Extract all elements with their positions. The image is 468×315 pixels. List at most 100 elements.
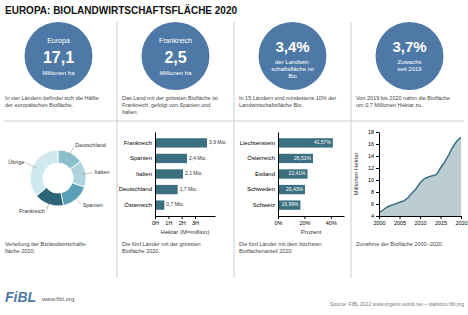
tick: 4 <box>371 213 379 219</box>
kpi-description: In 15 Ländern sind mindestens 10% derLan… <box>239 95 336 108</box>
tick: Deutschland <box>119 186 152 192</box>
tick-label: 10 <box>368 177 374 183</box>
kpi-sub-line: schaftsfläche ist <box>271 66 314 72</box>
tick-mark <box>376 216 379 217</box>
tick-label: Schweden <box>247 186 275 192</box>
kpi: Europa17,1Millionen ha <box>25 22 93 90</box>
axis-line <box>155 133 156 217</box>
kpi-description-line: Das Land mit der grössten Biofläche ist <box>122 95 218 101</box>
tick-mark <box>182 216 183 219</box>
tick-label: Italien <box>136 171 152 177</box>
tick-mark <box>376 204 379 205</box>
data-label: 2,4 Mio. <box>189 155 207 161</box>
kpi-description: Das Land mit der grössten Biofläche istF… <box>122 95 218 115</box>
bars <box>278 138 333 210</box>
data-label: 20,43% <box>286 186 304 192</box>
kpi-sub-line: Millionen ha <box>42 70 75 76</box>
caption-line: Die fünf Länder mit dem höchsten <box>239 241 322 247</box>
bar <box>155 154 187 163</box>
axis-line <box>279 216 345 217</box>
caption-line: fläche 2020. <box>5 248 35 254</box>
tick: 3H <box>192 216 199 226</box>
tick-label: 20% <box>299 220 310 226</box>
caption: Die fünf Länder mit der grösstenBiofläch… <box>122 241 201 254</box>
tick-mark <box>168 216 169 219</box>
kpi-sub-line: seit 2019 <box>397 66 422 72</box>
kpi-sub: der Landwirt-schaftsfläche istBio <box>271 59 314 79</box>
caption-line: Verteilung der Biolandwirtschafts- <box>5 241 87 247</box>
tick: 18 <box>368 129 379 135</box>
data-label: 26,51% <box>294 155 312 161</box>
leader-line <box>26 163 36 168</box>
kpi-sub-line: Zuwachs <box>397 59 421 65</box>
data-label: 16,99% <box>281 201 299 207</box>
tick: Liechtenstein <box>240 140 275 146</box>
kpi-value: 17,1 <box>43 49 74 66</box>
tick: 14 <box>368 153 379 159</box>
tick: Frankreich <box>124 140 152 146</box>
kpi-sub-line: der Landwirt- <box>275 59 310 65</box>
tick-label: 16 <box>368 141 374 147</box>
kpi-sub-line: Bio <box>288 73 297 79</box>
tick: 2H <box>179 216 186 226</box>
data-label: 2,1 Mio. <box>185 170 203 176</box>
kpi-description-line: Italien. <box>122 109 139 115</box>
axis-line <box>278 133 279 217</box>
tick-mark <box>461 216 462 219</box>
kpi-circle <box>259 22 327 90</box>
tick: 8 <box>371 189 379 195</box>
caption-line: Zunahme der Biofläche 2000–2020. <box>356 241 444 247</box>
kpi-description-line: Frankreich, gefolgt von Spanien und <box>122 102 210 108</box>
tick: 20% <box>299 216 310 226</box>
y-axis-title: Millionen Hektar <box>353 152 359 195</box>
tick-mark <box>376 180 379 181</box>
bar <box>278 185 305 194</box>
axis-line <box>379 133 380 217</box>
bars <box>155 138 207 210</box>
tick-mark <box>376 156 379 157</box>
source: Source: FiBL 2022 www.organic-world.net … <box>330 301 464 307</box>
bar <box>155 169 183 178</box>
bar <box>278 154 313 163</box>
caption: Die fünf Länder mit dem höchstenBiofläch… <box>239 241 322 254</box>
kpi-sub-line: Millionen ha <box>159 70 192 76</box>
line <box>379 137 461 213</box>
tick-label: 1H <box>165 220 172 226</box>
y-axis: 4681012141618 <box>368 129 380 219</box>
x-axis-title: Hektar (M=million) <box>161 229 210 235</box>
logo-url: www.fibl.org <box>41 296 74 302</box>
tick: Estland <box>255 171 275 177</box>
tick: 6 <box>371 201 379 207</box>
area-marks <box>379 137 461 216</box>
tick-mark <box>376 192 379 193</box>
tick-label: 18 <box>368 129 374 135</box>
bar <box>278 138 333 147</box>
caption-line: Biofläche 2020. <box>122 248 160 254</box>
tick-label: 0% <box>275 220 283 226</box>
kpi-description: Von 2019 bis 2020 nahm die Bioflächeum 0… <box>356 95 450 108</box>
tick: Österreich <box>247 155 275 161</box>
pie-label: Italien <box>95 169 110 175</box>
infographic: EUROPA: BIOLANDWIRTSCHAFTSFLÄCHE 2020Eur… <box>0 0 468 315</box>
tick-label: Liechtenstein <box>240 140 275 146</box>
tick-label: 8 <box>371 189 374 195</box>
tick: 0% <box>275 216 283 226</box>
kpi: Frankreich2,5Millionen ha <box>142 22 210 90</box>
tick: 2005 <box>394 216 406 226</box>
x-axis: 20002005201020152020 <box>373 216 467 226</box>
tick: 2000 <box>373 216 385 226</box>
logo: FiBL <box>5 289 36 305</box>
pie-label: Übrige <box>8 159 24 165</box>
pie: DeutschlandItalienSpanienFrankreichÜbrig… <box>8 142 109 214</box>
y-axis: FrankreichSpanienItalienDeutschlandÖster… <box>119 133 156 217</box>
kpi-description-line: Von 2019 bis 2020 nahm die Biofläche <box>356 95 450 101</box>
pie-label: Spanien <box>83 202 103 208</box>
kpi-value: 2,5 <box>164 49 186 66</box>
tick-label: Österreich <box>124 202 152 208</box>
tick: 2015 <box>435 216 447 226</box>
tick-label: 2020 <box>455 220 467 226</box>
tick: Österreich <box>124 202 152 208</box>
separator <box>117 22 118 278</box>
bar <box>155 200 164 209</box>
data-label: 22,41% <box>289 170 307 176</box>
